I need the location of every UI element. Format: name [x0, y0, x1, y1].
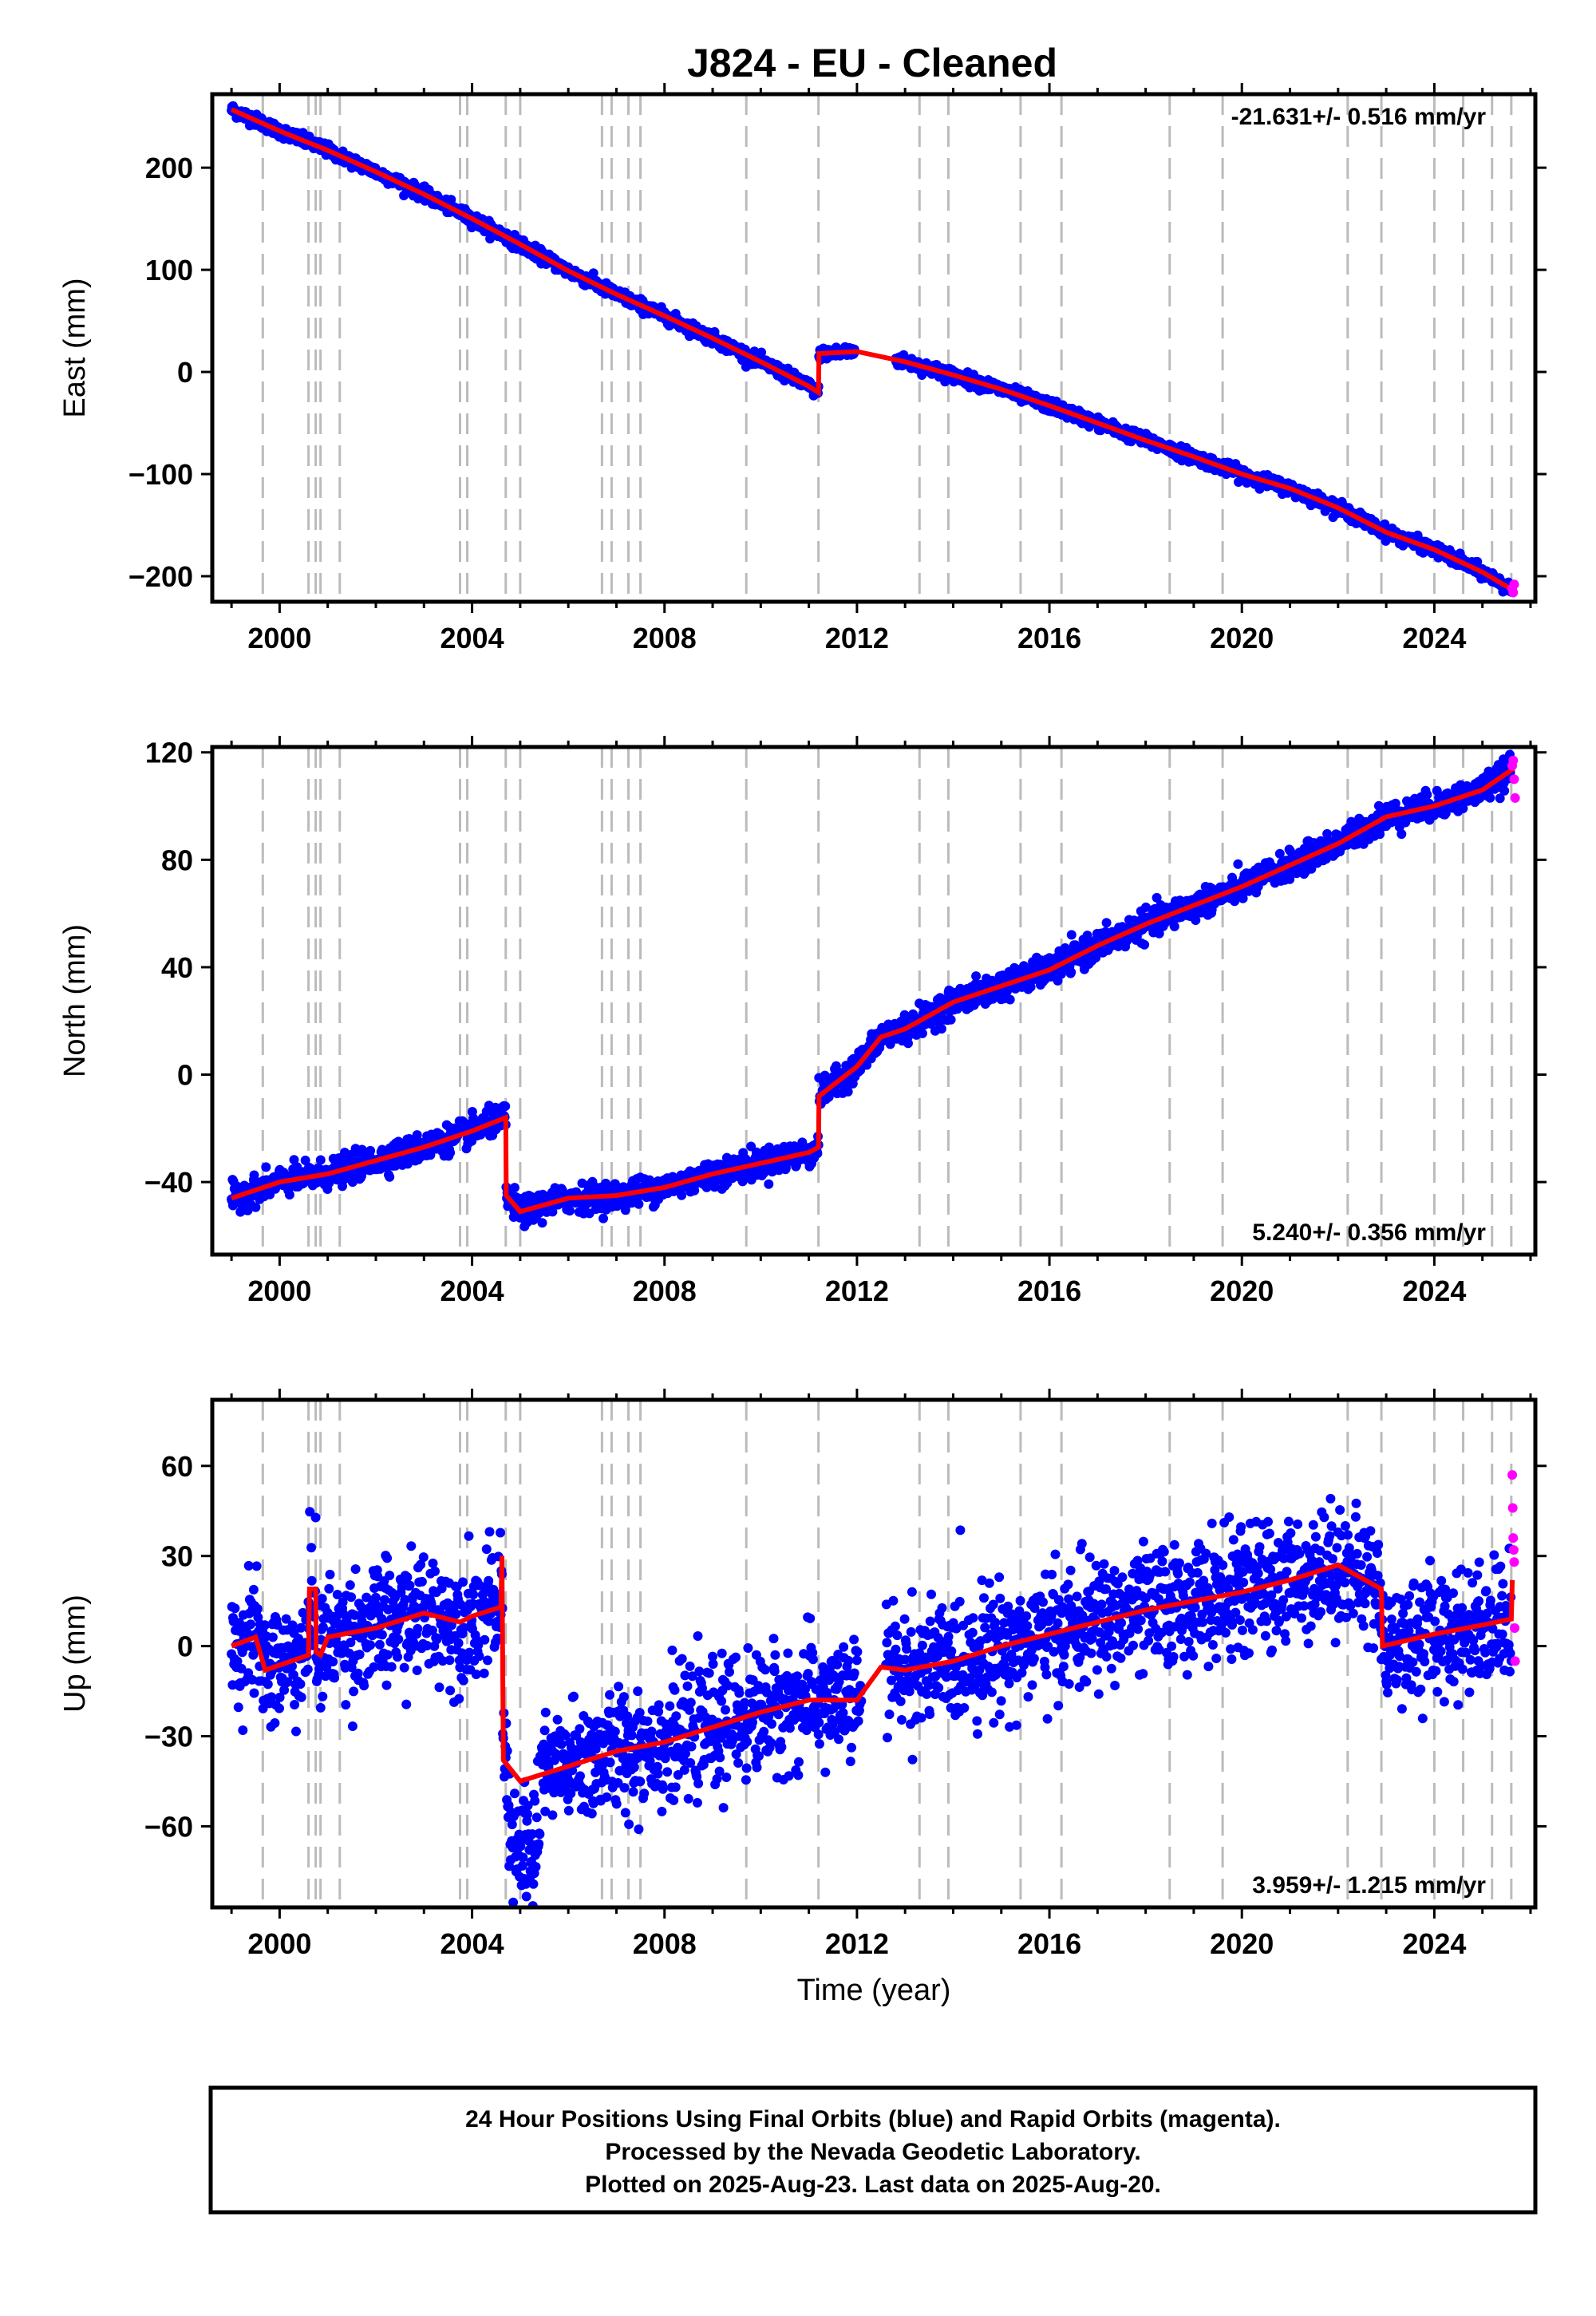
final-orbit-point — [677, 1190, 687, 1200]
final-orbit-point — [764, 1179, 774, 1189]
final-orbit-point — [565, 1206, 575, 1216]
x-tick-label: 2020 — [1210, 622, 1274, 654]
final-orbit-point — [917, 1028, 927, 1038]
final-orbit-point — [634, 1199, 644, 1209]
final-orbit-point — [709, 1182, 720, 1192]
east-panel: 2000 2004 2008 2012 2016 2020 2024 −200 −100 0 100… — [58, 83, 1547, 654]
final-orbit-point — [500, 1101, 511, 1112]
final-orbit-point — [1066, 967, 1077, 978]
final-orbit-point — [936, 1024, 946, 1034]
final-orbit-point — [1322, 828, 1333, 839]
final-orbit-point — [946, 1014, 956, 1025]
rapid-orbit-points — [1507, 579, 1519, 598]
rapid-orbit-point — [1509, 579, 1519, 590]
model-line — [230, 107, 1515, 593]
x-tick-label: 2004 — [440, 622, 504, 654]
event-lines — [261, 747, 1513, 1255]
y-tick-label: −100 — [128, 458, 193, 491]
final-orbit-point — [1025, 982, 1036, 992]
final-orbit-point — [757, 347, 767, 358]
final-orbit-point — [228, 1200, 238, 1211]
y-tick-label: 0 — [177, 356, 193, 389]
final-orbit-point — [598, 1213, 608, 1223]
rapid-orbit-point — [1508, 587, 1519, 598]
final-orbit-points — [227, 749, 1516, 1231]
final-orbit-point — [261, 1162, 271, 1172]
plot-frame — [210, 92, 1538, 604]
final-orbit-point — [1101, 918, 1112, 928]
x-tick-label: 2016 — [1017, 622, 1081, 654]
y-axis-label: East (mm) — [58, 278, 92, 417]
y-tick-label: 100 — [145, 254, 193, 287]
final-orbit-point — [357, 1171, 366, 1181]
final-orbit-point — [385, 1172, 395, 1182]
final-orbit-point — [971, 971, 982, 982]
final-orbit-point — [537, 1218, 547, 1228]
final-orbit-point — [289, 1155, 299, 1165]
x-tick-label: 2008 — [633, 622, 697, 654]
final-orbit-point — [1066, 930, 1077, 940]
y-tick-label: 200 — [145, 152, 193, 184]
final-orbit-point — [249, 1170, 259, 1180]
final-orbit-point — [284, 1190, 294, 1199]
final-orbit-point — [547, 1207, 558, 1217]
final-orbit-point — [903, 1038, 913, 1049]
final-orbit-point — [509, 1183, 519, 1193]
final-orbit-point — [365, 1145, 376, 1156]
final-orbit-point — [445, 1148, 456, 1158]
final-orbit-point — [1191, 915, 1201, 925]
chart-title: J824 - EU - Cleaned — [687, 41, 1057, 85]
final-orbit-point — [1005, 994, 1015, 1005]
final-orbit-point — [315, 1155, 326, 1165]
event-lines — [261, 94, 1513, 602]
x-tick-label: 2012 — [825, 622, 889, 654]
north-panel: 2000 2004 2008 2012 2016 2020 2024−4004080120N… — [58, 736, 1547, 1307]
y-tick-label: −200 — [128, 560, 193, 593]
rate-label: -21.631+/- 0.516 mm/yr — [1231, 104, 1487, 130]
final-orbit-points — [227, 101, 1516, 597]
final-orbit-point — [1140, 939, 1150, 950]
final-orbit-point — [1274, 848, 1285, 859]
final-orbit-point — [1169, 921, 1179, 931]
final-orbit-point — [588, 268, 598, 279]
final-orbit-point — [251, 1202, 261, 1212]
final-orbit-point — [1154, 928, 1164, 939]
final-orbit-point — [1152, 892, 1162, 903]
final-orbit-point — [1233, 859, 1243, 869]
final-orbit-point — [843, 1086, 853, 1097]
x-tick-label: 2000 — [247, 622, 311, 654]
x-tick-label: 2024 — [1402, 622, 1466, 654]
